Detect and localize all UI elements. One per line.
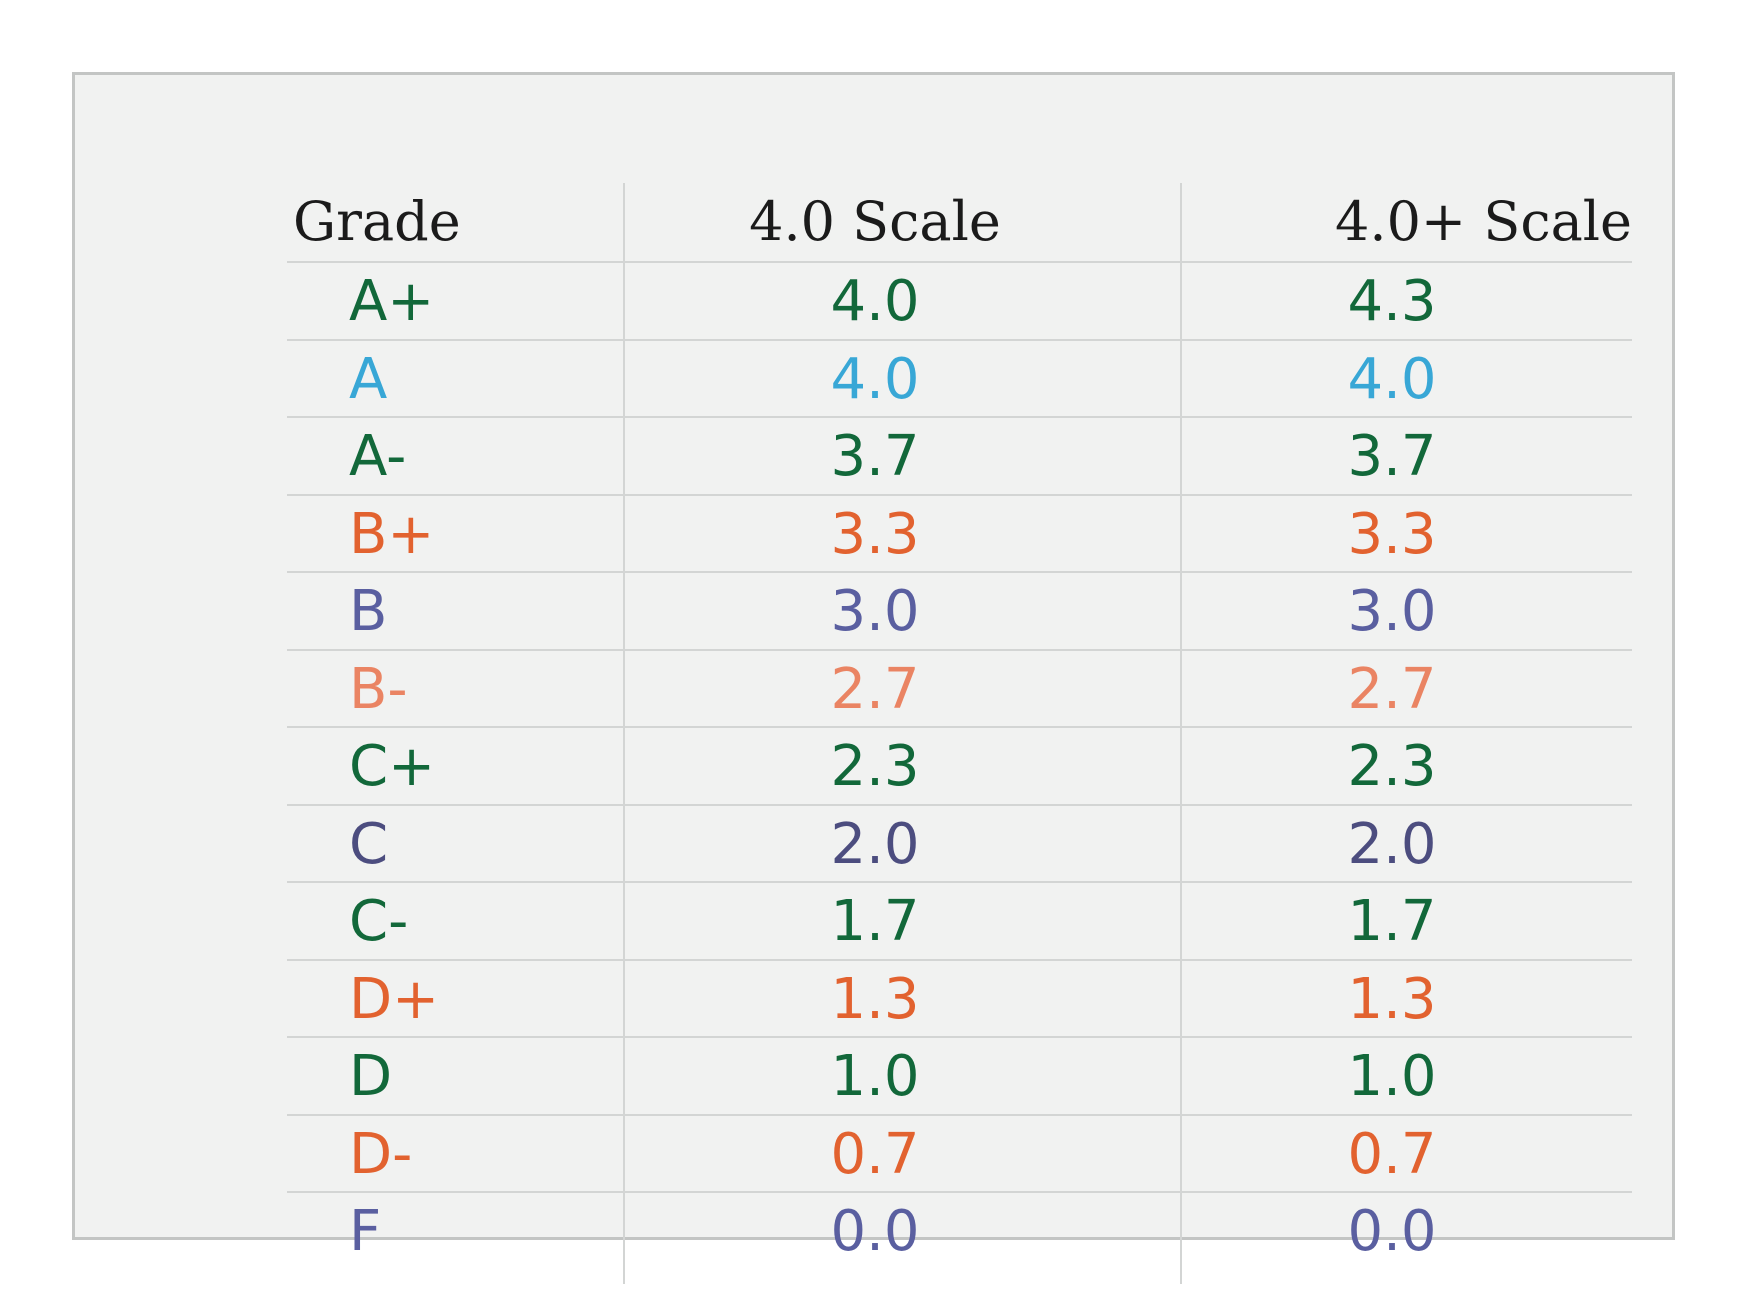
scale-4-plus-value: 0.7	[1347, 1121, 1437, 1187]
grade-cell: D	[349, 1044, 393, 1109]
scale-4-plus-value: 1.3	[1347, 966, 1437, 1032]
scale-4-value: 4.0	[830, 269, 920, 334]
grade-cell: B+	[349, 501, 435, 567]
scale-4-plus-value: 1.0	[1347, 1044, 1437, 1109]
scale-4-plus-value: 4.0	[1347, 346, 1437, 412]
table-row: B 3.0 3.0	[287, 571, 1632, 649]
scale-4-value: 2.3	[830, 734, 920, 799]
column-divider	[1180, 183, 1182, 1284]
table-row: F 0.0 0.0	[287, 1191, 1632, 1269]
grade-cell: C+	[349, 734, 436, 799]
grade-cell: B	[349, 579, 388, 644]
table-row: D- 0.7 0.7	[287, 1113, 1632, 1192]
scale-4-value: 2.0	[830, 811, 920, 877]
grade-cell: C-	[349, 889, 409, 954]
table-row: C+ 2.3 2.3	[287, 726, 1632, 804]
scale-4-plus-value: 4.3	[1347, 269, 1437, 334]
scale-4-plus-value: 2.3	[1347, 734, 1437, 799]
header-4-plus-scale: 4.0+ Scale	[1335, 190, 1632, 253]
grade-cell: F	[349, 1199, 382, 1264]
scale-4-value: 4.0	[830, 346, 920, 412]
table-header-row: Grade 4.0 Scale 4.0+ Scale	[287, 183, 1632, 261]
scale-4-value: 0.7	[830, 1121, 920, 1187]
table-row: B- 2.7 2.7	[287, 648, 1632, 727]
table-row: A- 3.7 3.7	[287, 416, 1632, 494]
table-row: D+ 1.3 1.3	[287, 958, 1632, 1037]
table-row: D 1.0 1.0	[287, 1036, 1632, 1114]
scale-4-value: 3.3	[830, 501, 920, 567]
table-row: A+ 4.0 4.3	[287, 261, 1632, 339]
scale-4-value: 0.0	[830, 1199, 920, 1264]
scale-4-plus-value: 0.0	[1347, 1199, 1437, 1264]
scale-4-value: 3.7	[830, 424, 920, 489]
table-row: C 2.0 2.0	[287, 803, 1632, 882]
scale-4-value: 1.7	[830, 889, 920, 954]
scale-4-value: 1.3	[830, 966, 920, 1032]
scale-4-value: 1.0	[830, 1044, 920, 1109]
grade-cell: A	[349, 346, 388, 412]
grade-cell: C	[349, 811, 389, 877]
scale-4-plus-value: 3.3	[1347, 501, 1437, 567]
scale-4-plus-value: 3.0	[1347, 579, 1437, 644]
scale-4-plus-value: 2.0	[1347, 811, 1437, 877]
grade-cell: D-	[349, 1121, 413, 1187]
scale-4-plus-value: 3.7	[1347, 424, 1437, 489]
grade-cell: D+	[349, 966, 440, 1032]
scale-4-value: 2.7	[830, 656, 920, 722]
table-row: B+ 3.3 3.3	[287, 493, 1632, 572]
grade-scale-table: Grade 4.0 Scale 4.0+ Scale A+ 4.0 4.3 A 4.0 4…	[287, 183, 1632, 1284]
scale-4-plus-value: 1.7	[1347, 889, 1437, 954]
grade-cell: A+	[349, 269, 435, 334]
table-row: C- 1.7 1.7	[287, 881, 1632, 959]
grade-cell: B-	[349, 656, 408, 722]
scale-4-value: 3.0	[830, 579, 920, 644]
grade-cell: A-	[349, 424, 407, 489]
header-grade: Grade	[293, 190, 461, 253]
scale-4-plus-value: 2.7	[1347, 656, 1437, 722]
header-4-scale: 4.0 Scale	[749, 190, 1001, 253]
grade-conversion-card: Grade 4.0 Scale 4.0+ Scale A+ 4.0 4.3 A 4.0 4…	[72, 72, 1675, 1284]
column-divider	[623, 183, 625, 1284]
table-row: A 4.0 4.0	[287, 338, 1632, 417]
